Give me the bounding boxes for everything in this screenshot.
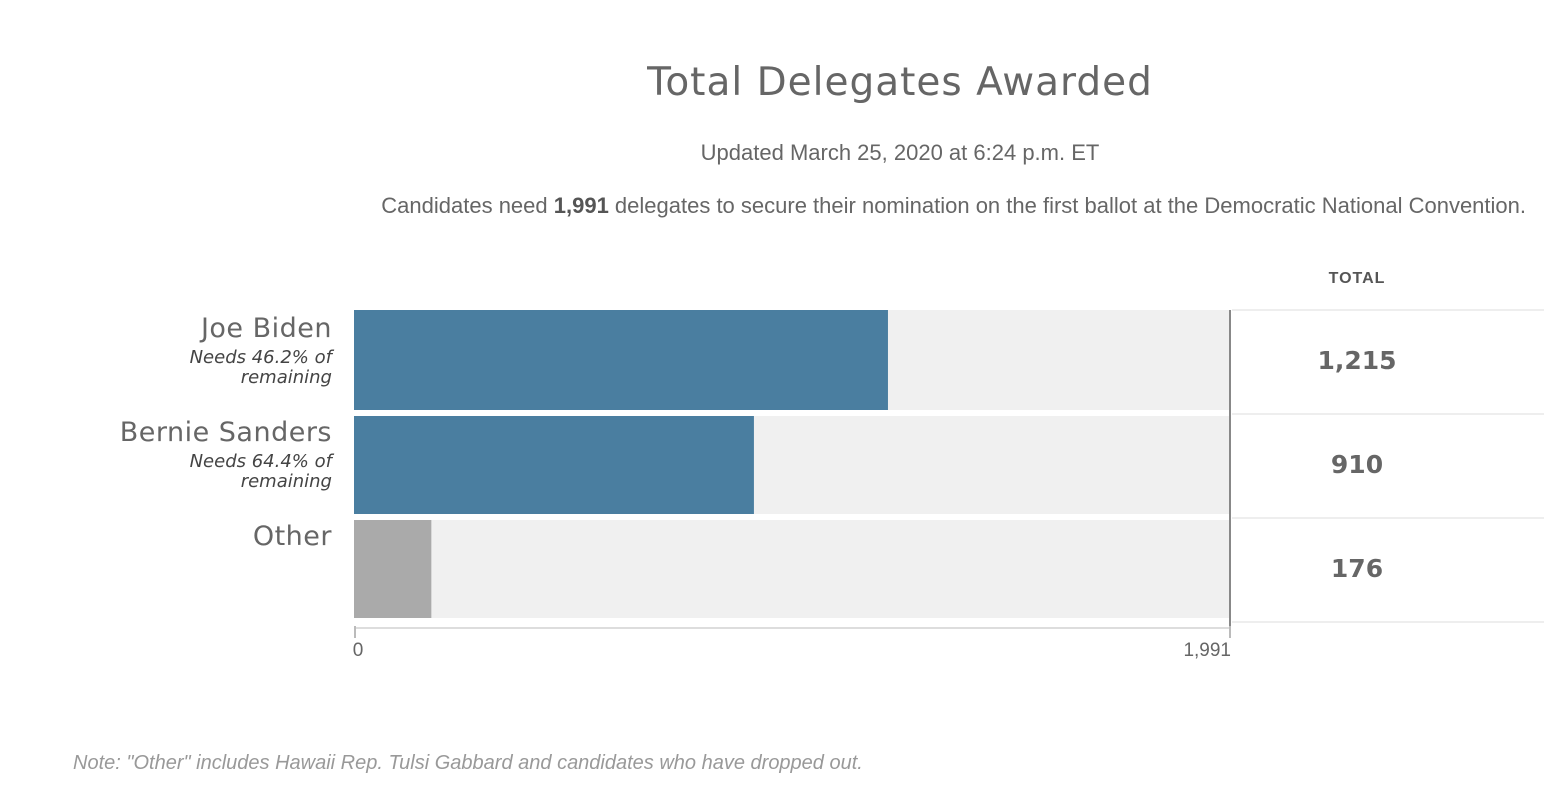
bar-other <box>354 518 432 618</box>
row-label: Joe Biden Needs 46.2% of remaining <box>40 314 332 388</box>
updated-timestamp: Updated March 25, 2020 at 6:24 p.m. ET <box>700 140 1100 165</box>
total-value: 1,215 <box>1317 346 1397 375</box>
total-value: 176 <box>1330 554 1384 583</box>
x-tick-label: 0 <box>353 640 364 661</box>
row-label: Bernie Sanders Needs 64.4% of remaining <box>40 418 332 492</box>
need-suffix: delegates to secure their nomination on … <box>608 193 1526 218</box>
remaining-needed-label: Needs 46.2% of remaining <box>189 347 332 388</box>
need-number: 1,991 <box>553 193 609 218</box>
footnote: Note: "Other" includes Hawaii Rep. Tulsi… <box>73 752 863 774</box>
x-tick-label: 1,991 <box>1183 640 1231 661</box>
candidate-name: Other <box>252 521 332 552</box>
total-row <box>1232 413 1544 513</box>
need-prefix: Candidates need <box>381 193 554 218</box>
total-row <box>1232 309 1544 409</box>
total-row <box>1232 517 1544 617</box>
bar-track <box>354 518 1229 618</box>
total-column-header: TOTAL <box>1328 270 1386 287</box>
candidate-name: Bernie Sanders <box>119 417 332 448</box>
row-separator <box>354 516 1230 520</box>
candidate-name: Joe Biden <box>200 313 332 344</box>
total-bottom-border <box>1232 621 1544 623</box>
row-separator <box>354 412 1230 416</box>
bar-bernie-sanders <box>354 414 754 514</box>
delegates-needed-text: Candidates need 1,991 delegates to secur… <box>200 193 1526 219</box>
total-value: 910 <box>1330 450 1384 479</box>
row-label: Other <box>40 522 332 552</box>
bar-joe-biden <box>354 310 888 410</box>
chart-title: Total Delegates Awarded <box>647 60 1153 105</box>
remaining-needed-label: Needs 64.4% of remaining <box>189 451 332 492</box>
